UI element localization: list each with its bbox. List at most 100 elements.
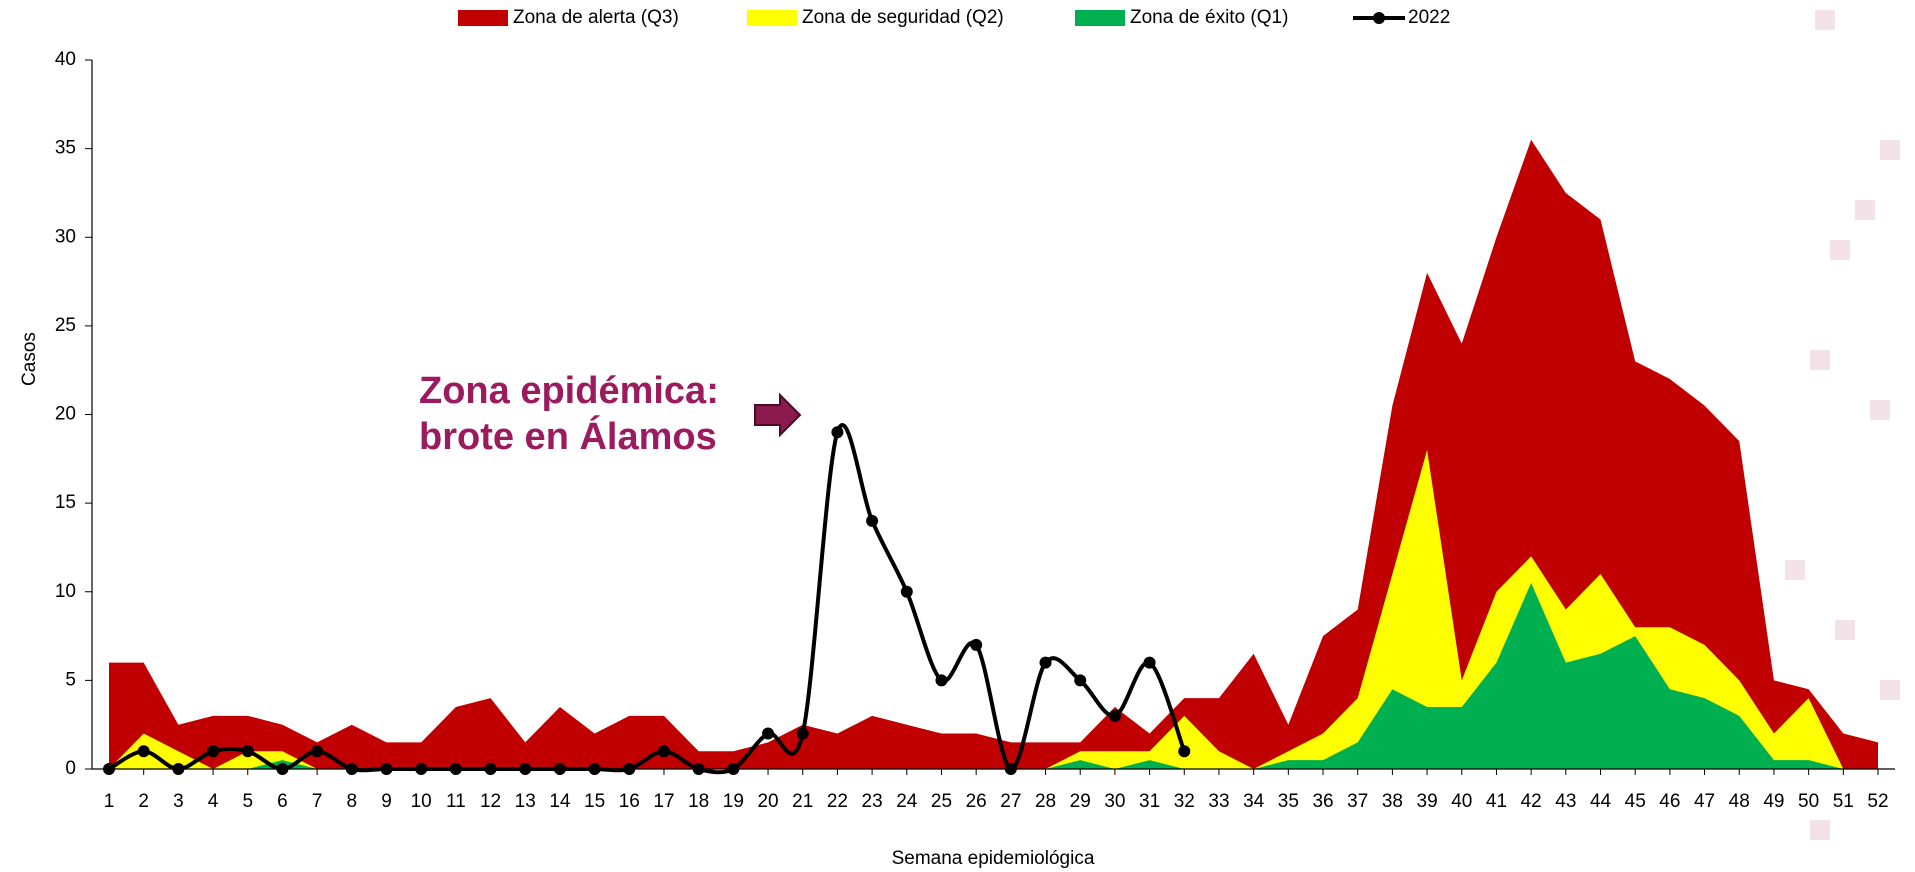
x-tick-label: 27 — [1000, 791, 1021, 812]
marker — [172, 763, 185, 775]
x-tick-label: 43 — [1555, 791, 1576, 812]
x-tick-label: 36 — [1312, 791, 1333, 812]
legend-label: Zona de éxito (Q1) — [1130, 7, 1288, 28]
marker — [692, 763, 705, 775]
x-tick-label: 47 — [1694, 791, 1715, 812]
legend-label: Zona de alerta (Q3) — [513, 7, 679, 28]
x-tick-label: 38 — [1382, 791, 1403, 812]
marker — [345, 763, 358, 775]
x-tick-label: 44 — [1590, 791, 1612, 812]
marker — [796, 727, 809, 740]
y-tick-label: 15 — [55, 492, 76, 513]
marker — [449, 763, 462, 775]
y-tick-label: 10 — [55, 581, 76, 602]
x-tick-label: 19 — [723, 791, 744, 812]
y-tick-label: 30 — [55, 226, 76, 247]
x-tick-label: 31 — [1139, 791, 1160, 812]
x-tick-label: 51 — [1833, 791, 1854, 812]
marker — [1039, 656, 1052, 669]
marker — [623, 763, 636, 775]
x-tick-label: 14 — [549, 791, 571, 812]
background-pattern — [1785, 10, 1900, 840]
marker — [1074, 674, 1087, 687]
marker — [866, 514, 879, 527]
x-tick-label: 41 — [1486, 791, 1507, 812]
y-tick-label: 0 — [65, 758, 76, 779]
legend-swatch — [1373, 12, 1385, 24]
annotation-arrow — [754, 392, 802, 438]
x-tick-label: 40 — [1451, 791, 1472, 812]
marker — [415, 763, 428, 775]
x-tick-label: 7 — [312, 791, 323, 812]
x-tick-label: 34 — [1243, 791, 1265, 812]
x-tick-label: 1 — [104, 791, 115, 812]
legend-label: 2022 — [1408, 7, 1450, 28]
x-tick-label: 10 — [411, 791, 432, 812]
marker — [519, 763, 532, 775]
marker — [1004, 763, 1017, 775]
x-tick-label: 25 — [931, 791, 952, 812]
x-tick-label: 5 — [242, 791, 253, 812]
x-tick-label: 4 — [208, 791, 219, 812]
y-tick-label: 35 — [55, 138, 76, 159]
marker — [553, 763, 566, 775]
legend-swatch — [1075, 10, 1125, 26]
x-tick-label: 9 — [381, 791, 392, 812]
x-tick-label: 35 — [1278, 791, 1299, 812]
y-axis-label: Casos — [19, 332, 40, 386]
x-tick-label: 16 — [619, 791, 640, 812]
marker — [831, 426, 844, 439]
x-tick-label: 11 — [446, 791, 466, 812]
legend-swatch — [747, 10, 797, 26]
legend-label: Zona de seguridad (Q2) — [802, 7, 1004, 28]
x-tick-label: 46 — [1659, 791, 1680, 812]
y-tick-label: 20 — [55, 404, 76, 425]
x-tick-label: 30 — [1104, 791, 1125, 812]
marker — [103, 763, 115, 775]
x-tick-label: 20 — [757, 791, 778, 812]
y-tick-label: 40 — [55, 49, 76, 70]
marker — [1178, 745, 1191, 758]
x-tick-label: 37 — [1347, 791, 1368, 812]
x-tick-label: 52 — [1867, 791, 1888, 812]
x-tick-label: 18 — [688, 791, 709, 812]
y-tick-label: 5 — [65, 669, 76, 690]
marker — [588, 763, 601, 775]
x-tick-label: 3 — [173, 791, 184, 812]
x-tick-label: 33 — [1208, 791, 1229, 812]
x-tick-label: 28 — [1035, 791, 1056, 812]
x-tick-label: 15 — [584, 791, 605, 812]
x-tick-label: 21 — [792, 791, 813, 812]
x-tick-label: 23 — [862, 791, 883, 812]
x-tick-label: 22 — [827, 791, 848, 812]
marker — [1108, 709, 1121, 722]
marker — [935, 674, 948, 687]
x-tick-label: 2 — [138, 791, 149, 812]
marker — [137, 745, 150, 758]
x-tick-label: 50 — [1798, 791, 1819, 812]
x-tick-label: 32 — [1174, 791, 1195, 812]
x-tick-label: 12 — [480, 791, 501, 812]
annotation: brote en Álamos — [419, 414, 717, 458]
x-axis-label: Semana epidemiológica — [892, 848, 1095, 869]
marker — [241, 745, 254, 758]
y-tick-label: 25 — [55, 315, 76, 336]
marker — [311, 745, 324, 758]
marker — [207, 745, 220, 758]
x-tick-label: 24 — [896, 791, 918, 812]
area — [109, 449, 1844, 769]
area — [109, 582, 1844, 769]
annotation: Zona epidémica: — [419, 370, 719, 412]
marker — [900, 585, 913, 598]
marker — [1143, 656, 1156, 669]
marker — [970, 638, 983, 651]
marker — [762, 727, 775, 740]
legend-swatch — [458, 10, 508, 26]
marker — [727, 763, 740, 775]
x-tick-label: 45 — [1625, 791, 1646, 812]
marker — [657, 745, 670, 758]
marker — [276, 763, 289, 775]
marker — [484, 763, 497, 775]
marker — [380, 763, 393, 775]
